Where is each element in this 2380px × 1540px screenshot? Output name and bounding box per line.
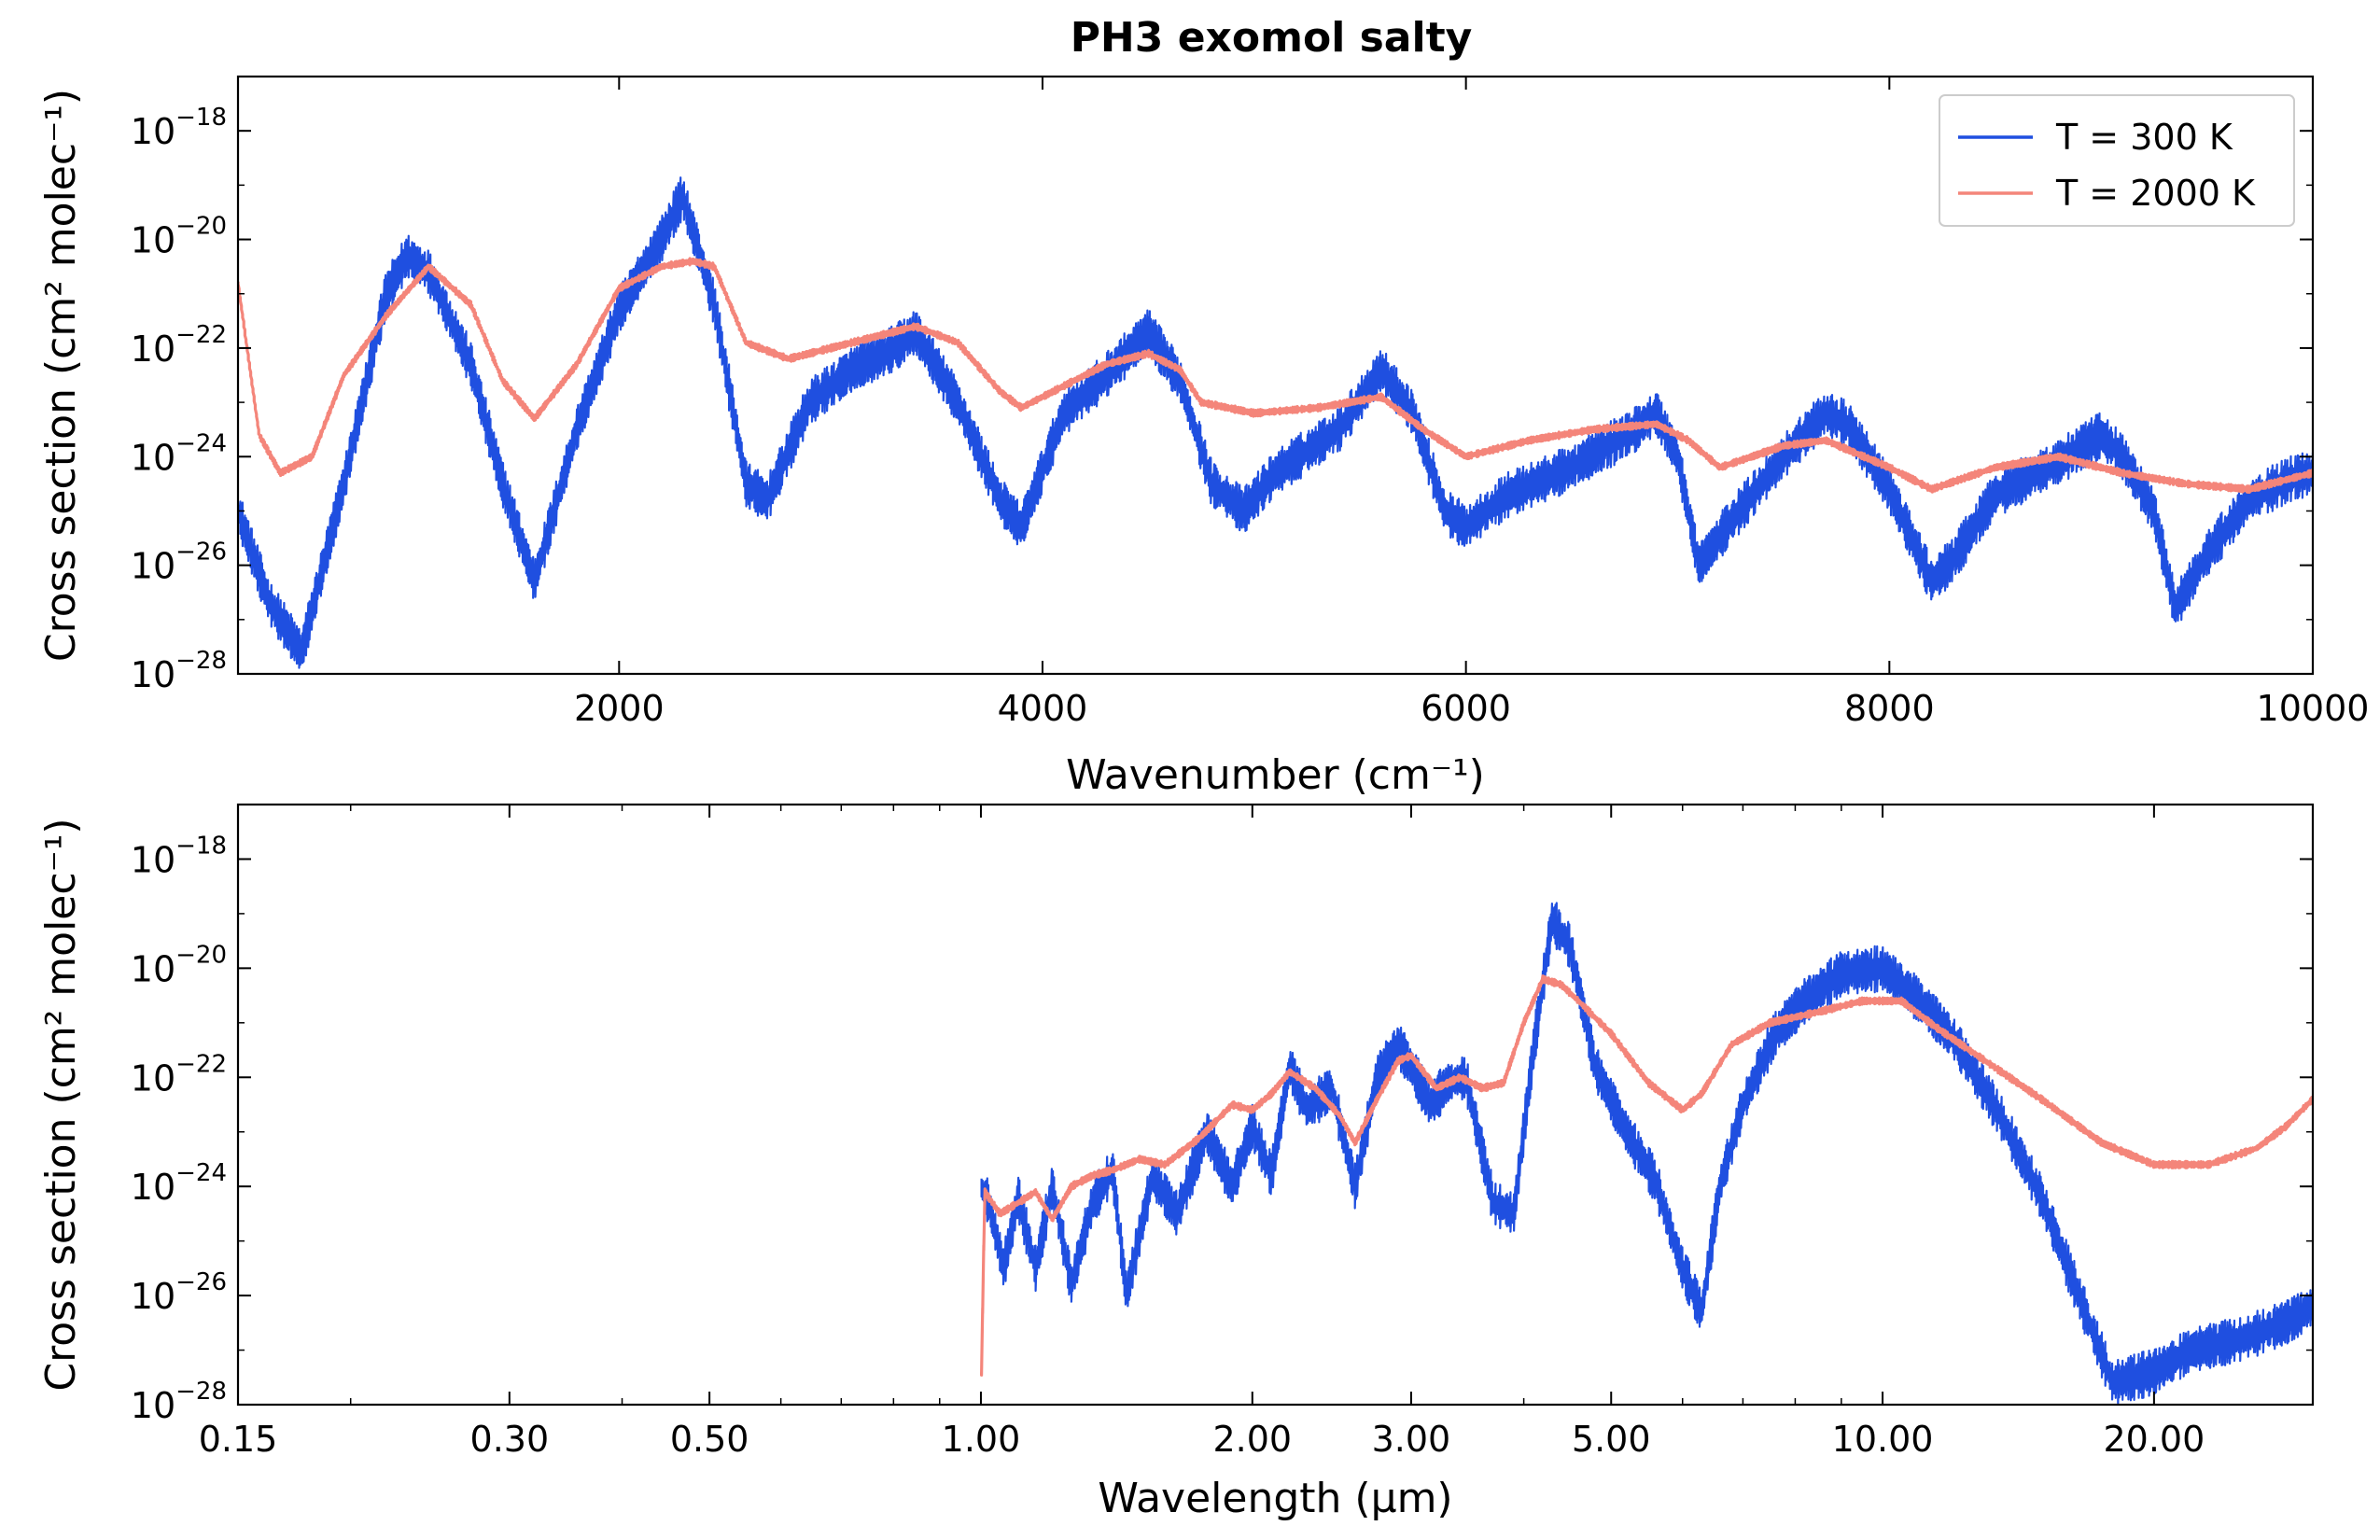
y-tick-label: 10−18 — [131, 104, 227, 152]
x-tick-label: 5.00 — [1572, 1419, 1651, 1460]
x-tick-label: 20.00 — [2103, 1419, 2205, 1460]
legend-entry: T = 2000 K — [2055, 173, 2256, 214]
series-line-t2000 — [238, 257, 2313, 494]
y-tick-label: 10−22 — [131, 1050, 227, 1099]
x-tick-label: 0.15 — [199, 1419, 278, 1460]
x-axis-label: Wavenumber (cm⁻¹) — [1066, 751, 1485, 799]
x-tick-label: 10000 — [2257, 688, 2370, 729]
legend: T = 300 K T = 2000 K — [1939, 94, 2295, 227]
chart-title: PH3 exomol salty — [1071, 14, 1473, 62]
y-tick-label: 10−26 — [131, 1268, 227, 1317]
y-tick-label: 10−20 — [131, 941, 227, 989]
panel-wavenumber: 2000 4000 6000 8000 10000 10−28 10−26 10−24 10−2… — [37, 75, 2370, 799]
series-group — [980, 902, 2313, 1405]
x-tick-label: 3.00 — [1372, 1419, 1451, 1460]
legend-entry: T = 300 K — [2055, 117, 2233, 158]
y-tick-label: 10−28 — [131, 647, 227, 695]
y-axis-label: Cross section (cm² molec⁻¹) — [37, 89, 85, 662]
x-tick-label: 4000 — [998, 688, 1088, 729]
axes-frame — [236, 803, 2315, 1407]
y-tick-label: 10−22 — [131, 321, 227, 370]
x-tick-label: 10.00 — [1832, 1419, 1934, 1460]
series-line-t2000 — [980, 974, 2313, 1377]
x-tick-label: 0.50 — [670, 1419, 749, 1460]
y-tick-label: 10−26 — [131, 539, 227, 587]
series-line-t300 — [238, 176, 2313, 669]
x-tick-label: 8000 — [1844, 688, 1935, 729]
x-tick-label: 0.30 — [470, 1419, 550, 1460]
y-tick-label: 10−18 — [131, 832, 227, 880]
series-group — [238, 176, 2313, 669]
x-axis-label: Wavelength (µm) — [1098, 1475, 1452, 1522]
panel-wavelength: 0.15 0.30 0.50 1.00 2.00 3.00 5.00 10.00 20.00 10… — [37, 803, 2315, 1522]
y-tick-label: 10−24 — [131, 429, 227, 478]
x-tick-label: 1.00 — [942, 1419, 1021, 1460]
y-axis-label: Cross section (cm² molec⁻¹) — [37, 818, 85, 1391]
series-line-t300 — [980, 902, 2313, 1405]
x-tick-label: 2000 — [574, 688, 665, 729]
x-tick-label: 2.00 — [1212, 1419, 1292, 1460]
y-tick-label: 10−28 — [131, 1378, 227, 1426]
y-tick-label: 10−24 — [131, 1159, 227, 1208]
x-tick-label: 6000 — [1421, 688, 1511, 729]
y-tick-label: 10−20 — [131, 213, 227, 261]
axes-frame — [236, 75, 2315, 676]
